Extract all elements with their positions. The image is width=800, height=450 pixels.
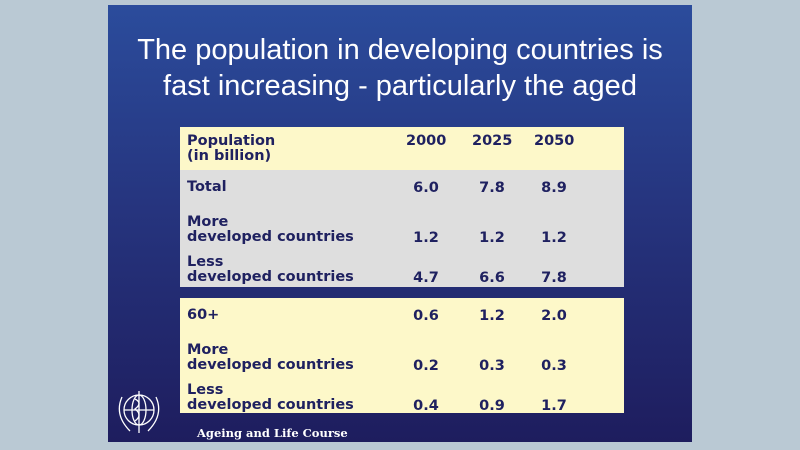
who-emblem-icon [118,391,160,433]
cell-value: 1.7 [541,398,567,414]
slide: The population in developing countries i… [108,5,692,442]
footer-text: Ageing and Life Course [197,426,348,440]
row-label-line: 60+ [187,307,220,323]
cell-value: 7.8 [541,270,567,286]
header-label: Population (in billion) [187,133,276,164]
row-label: Total [187,180,227,195]
year-2050: 2050 [534,133,575,149]
cell-value: 6.0 [413,180,439,196]
cell-value: 0.6 [413,308,439,324]
aged-population-section: 60+ 0.6 1.2 2.0 More developed countries 0.2 0.… [180,298,624,414]
cell-value: 0.3 [541,358,567,374]
cell-value: 7.8 [479,180,505,196]
row-label: More developed countries [187,343,354,373]
table-header: Population (in billion) 2000 2025 2050 [180,127,624,170]
slide-title: The population in developing countries i… [108,32,692,104]
year-2025: 2025 [472,133,513,149]
row-label-line: More [187,342,229,358]
row-label: Less developed countries [187,255,354,285]
row-label: More developed countries [187,215,354,245]
title-line-1: The population in developing countries i… [137,34,663,66]
cell-value: 2.0 [541,308,567,324]
cell-value: 4.7 [413,270,439,286]
cell-value: 0.3 [479,358,505,374]
row-label-line: More [187,214,229,230]
row-label-line: developed countries [187,229,354,245]
cell-value: 0.2 [413,358,439,374]
row-label-line: developed countries [187,357,354,373]
row-label-line: developed countries [187,269,354,285]
row-label: 60+ [187,308,219,323]
cell-value: 1.2 [479,308,505,324]
row-label-line: Less [187,254,224,270]
year-2000: 2000 [406,133,447,149]
row-label: Less developed countries [187,383,354,413]
cell-value: 1.2 [479,230,505,246]
cell-value: 1.2 [413,230,439,246]
cell-value: 0.4 [413,398,439,414]
cell-value: 0.9 [479,398,505,414]
row-label-line: Total [187,179,227,195]
row-label-line: Less [187,382,224,398]
cell-value: 1.2 [541,230,567,246]
cell-value: 8.9 [541,180,567,196]
row-label-line: developed countries [187,397,354,413]
cell-value: 6.6 [479,270,505,286]
total-population-section: Total 6.0 7.8 8.9 More developed countries 1.2… [180,170,624,287]
title-line-2: fast increasing - particularly the aged [163,70,637,102]
